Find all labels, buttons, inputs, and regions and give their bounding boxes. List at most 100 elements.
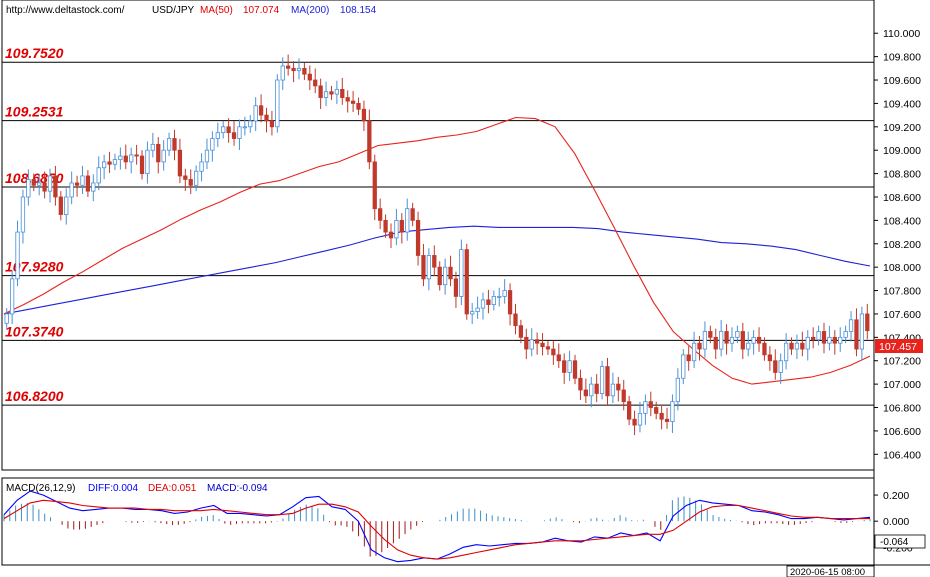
candle-body (432, 255, 437, 268)
candle-body (361, 108, 367, 122)
ma50-value: 107.074 (243, 5, 280, 16)
candle-body (507, 290, 513, 315)
macd-diff-line (3, 490, 871, 563)
candle-body (654, 407, 659, 414)
candle-body (107, 161, 112, 165)
candle-body (69, 182, 74, 198)
macd-diff-label: DIFF:0.004 (88, 483, 138, 494)
candle-body (334, 88, 340, 95)
price-tick-label: 106.400 (883, 449, 921, 461)
price-tick-label: 108.600 (883, 192, 921, 204)
candle-body (816, 331, 821, 341)
candle-body (302, 67, 307, 75)
candle-body (296, 67, 302, 72)
candle-body (502, 290, 507, 297)
candle-body (210, 138, 215, 151)
candle-body (470, 311, 475, 315)
candle-body (350, 100, 356, 104)
candle-body (139, 155, 145, 174)
candle-body (627, 401, 632, 420)
macd-dea-label: DEA:0.051 (148, 483, 197, 494)
candle-body (697, 342, 702, 350)
candle-body (172, 138, 177, 151)
macd-tick-label: 0.000 (883, 516, 909, 528)
candle-body (659, 412, 664, 420)
candle-body (405, 208, 410, 233)
candle-body (340, 88, 345, 98)
level-label: 107.3740 (5, 323, 64, 339)
candle-body (545, 346, 551, 350)
candle-body (204, 149, 210, 163)
candle-body (556, 354, 561, 362)
timestamp-label: 2020-06-15 08:00 (790, 567, 865, 577)
candle-body (751, 336, 756, 344)
candle-body (323, 91, 329, 98)
price-tick-label: 108.800 (883, 169, 921, 181)
candle-body (610, 383, 616, 397)
candle-body (177, 149, 183, 177)
candle-body (356, 103, 361, 110)
price-tick-label: 108.400 (883, 215, 921, 227)
candle-body (378, 208, 383, 221)
candle-body (415, 219, 421, 256)
candle-body (702, 331, 708, 350)
candle-body (735, 331, 740, 338)
candle-body (686, 354, 691, 362)
candle-body (394, 219, 399, 239)
candle-body (194, 170, 199, 186)
price-tick-label: 106.600 (883, 426, 921, 438)
price-tick-label: 109.200 (883, 122, 921, 134)
macd-current-box (874, 534, 926, 549)
candle-body (367, 120, 372, 163)
candle-body (599, 366, 605, 394)
ma50-label: MA(50) (200, 5, 233, 16)
candle-body (865, 313, 870, 332)
candle-body (248, 120, 253, 128)
candle-body (664, 418, 670, 422)
candle-body (237, 126, 242, 139)
timestamp-box (786, 565, 875, 577)
candle-body (313, 79, 318, 87)
ma200-label: MA(200) (291, 5, 329, 16)
candle-body (497, 296, 502, 298)
candle-body (42, 182, 47, 192)
candle-body (448, 266, 453, 280)
candle-body (291, 67, 296, 72)
candle-body (708, 331, 713, 338)
candle-body (80, 175, 85, 186)
candle-body (145, 149, 150, 174)
candle-body (345, 97, 350, 102)
price-tick-label: 107.800 (883, 286, 921, 298)
candle-body (540, 342, 545, 348)
candle-body (572, 360, 578, 379)
candle-body (746, 342, 751, 350)
price-tick-label: 107.200 (883, 356, 921, 368)
candle-body (253, 105, 258, 122)
price-tick-label: 110.000 (883, 28, 920, 40)
macd-value-label: MACD:-0.094 (207, 483, 268, 494)
candle-body (773, 360, 778, 373)
last-price-box (875, 339, 923, 353)
candle-body (838, 336, 843, 344)
candle-body (123, 155, 128, 163)
candle-body (578, 377, 583, 391)
candle-body (821, 331, 827, 344)
candle-body (215, 132, 220, 139)
candle-body (156, 143, 161, 163)
candle-body (286, 65, 291, 69)
candle-body (605, 366, 610, 397)
candle-body (383, 219, 388, 233)
candle-body (53, 175, 58, 198)
candle-body (724, 331, 729, 344)
candle-body (632, 418, 637, 426)
candle-body (789, 342, 794, 350)
candle-body (20, 196, 26, 233)
candle-body (800, 342, 805, 350)
ma200-line (3, 225, 871, 315)
candle-body (134, 154, 139, 157)
candle-body (691, 342, 697, 362)
candle-body (318, 85, 323, 98)
candle-body (756, 336, 762, 344)
price-tick-label: 109.600 (883, 75, 921, 87)
